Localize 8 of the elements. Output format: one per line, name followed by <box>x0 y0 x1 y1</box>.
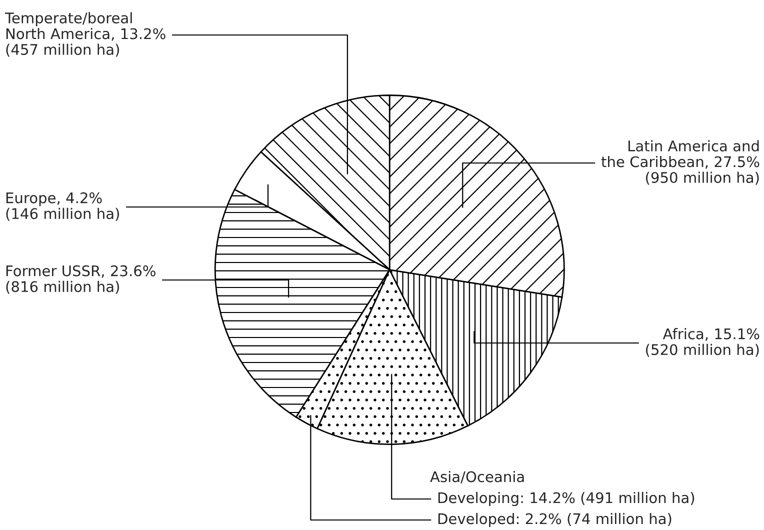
slice-label: Developing: 14.2% (491 million ha) <box>438 492 694 506</box>
slice-label: Developed: 2.2% (74 million ha) <box>438 512 672 528</box>
slice-label: Temperate/boreal North America, 13.2% (457 million ha) <box>4 12 166 57</box>
slice-label: Europe, 4.2% (146 million ha) <box>6 192 119 221</box>
slice-label: Former USSR, 23.6% (816 million ha) <box>6 265 156 294</box>
slice-label: Africa, 15.1% (520 million ha) <box>646 328 760 357</box>
slice-label: Latin America and the Caribbean, 27.5% (950 million ha) <box>601 140 760 185</box>
text: Asia/Oceania <box>430 470 524 484</box>
